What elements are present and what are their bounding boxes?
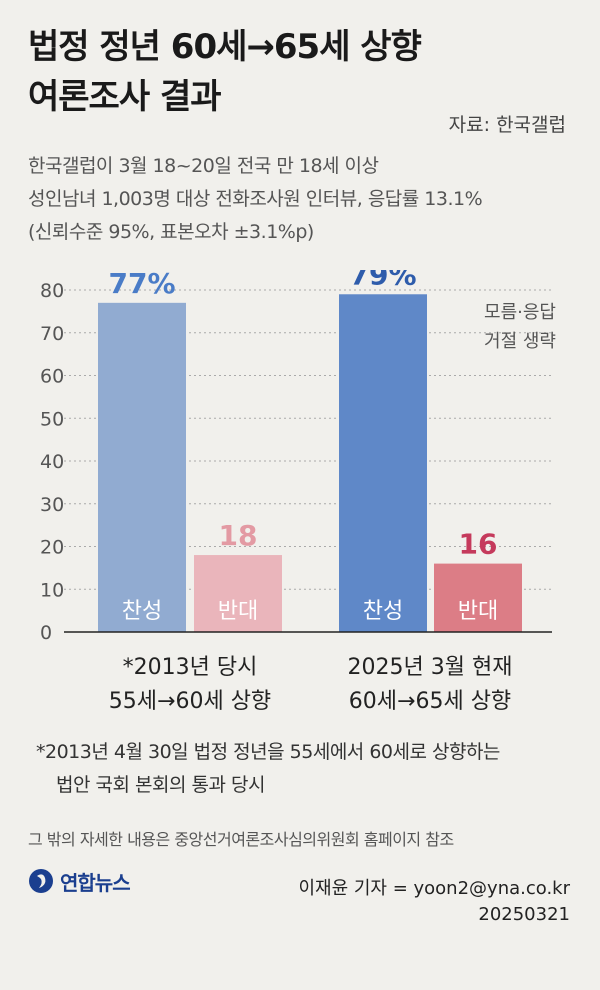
y-tick-label: 70	[40, 323, 64, 345]
group-label: 2025년 3월 현재	[348, 655, 513, 680]
bar-category-label: 찬성	[363, 599, 403, 624]
bar-value-label: 79%	[349, 270, 416, 291]
group-label: *2013년 당시	[123, 655, 258, 680]
bar-agree	[339, 294, 427, 632]
bar-disagree	[434, 563, 522, 632]
y-tick-label: 30	[40, 494, 64, 516]
credit-line-1: 이재윤 기자 = yoon2@yna.co.kr	[298, 878, 570, 899]
yonhap-logo: 연합뉴스	[28, 866, 131, 896]
group-label: 60세→65세 상향	[349, 689, 511, 714]
y-tick-label: 10	[40, 579, 64, 601]
footnote-line-2: 법안 국회 본회의 통과 당시	[56, 774, 265, 796]
chart-annotation: 모름·응답	[484, 302, 556, 323]
yonhap-logo-icon	[29, 869, 53, 893]
bar-value-label: 16	[459, 528, 498, 561]
y-tick-label: 40	[40, 451, 64, 473]
survey-line-1: 한국갤럽이 3월 18~20일 전국 만 18세 이상	[28, 155, 379, 177]
title-line-1: 법정 정년 60세→65세 상향	[28, 27, 422, 67]
footnote: *2013년 4월 30일 법정 정년을 55세에서 60세로 상향하는 법안 …	[36, 736, 500, 802]
logo-text: 연합뉴스	[60, 870, 131, 895]
bar-value-label: 18	[219, 519, 258, 552]
bar-category-label: 반대	[218, 599, 258, 624]
footnote-line-1: *2013년 4월 30일 법정 정년을 55세에서 60세로 상향하는	[36, 741, 500, 763]
bar-disagree	[194, 555, 282, 632]
bar-category-label: 찬성	[122, 599, 162, 624]
survey-info: 한국갤럽이 3월 18~20일 전국 만 18세 이상 성인남녀 1,003명 …	[28, 150, 483, 249]
reference-note: 그 밖의 자세한 내용은 중앙선거여론조사심의위원회 홈페이지 참조	[28, 830, 454, 849]
group-label: 55세→60세 상향	[109, 689, 271, 714]
survey-line-3: (신뢰수준 95%, 표본오차 ±3.1%p)	[28, 221, 314, 243]
y-tick-label: 60	[40, 366, 64, 388]
y-tick-label: 0	[40, 622, 52, 644]
y-tick-label: 50	[40, 408, 64, 430]
source-label: 자료: 한국갤럽	[448, 114, 566, 136]
page-title: 법정 정년 60세→65세 상향 여론조사 결과	[28, 22, 422, 122]
y-tick-label: 20	[40, 537, 64, 559]
bar-category-label: 반대	[458, 599, 498, 624]
survey-line-2: 성인남녀 1,003명 대상 전화조사원 인터뷰, 응답률 13.1%	[28, 188, 483, 210]
y-tick-label: 80	[40, 280, 64, 302]
credit-line-2: 20250321	[478, 904, 570, 925]
bar-agree	[98, 302, 186, 632]
chart-annotation: 거절 생략	[484, 331, 556, 352]
credit: 이재윤 기자 = yoon2@yna.co.kr 20250321	[298, 876, 570, 928]
title-line-2: 여론조사 결과	[28, 77, 222, 117]
bar-value-label: 77%	[108, 270, 175, 300]
